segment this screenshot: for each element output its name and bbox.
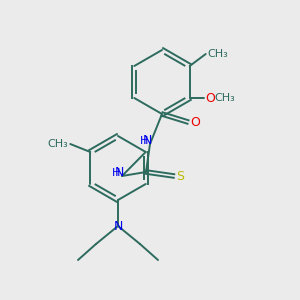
Text: O: O bbox=[206, 92, 216, 104]
Text: H: H bbox=[140, 136, 148, 146]
Text: S: S bbox=[176, 169, 184, 182]
Text: CH₃: CH₃ bbox=[208, 49, 229, 59]
Text: N: N bbox=[142, 134, 152, 148]
Text: CH₃: CH₃ bbox=[47, 139, 68, 149]
Text: CH₃: CH₃ bbox=[215, 93, 236, 103]
Text: N: N bbox=[115, 167, 124, 179]
Text: O: O bbox=[190, 116, 200, 128]
Text: N: N bbox=[113, 220, 123, 232]
Text: H: H bbox=[112, 168, 120, 178]
